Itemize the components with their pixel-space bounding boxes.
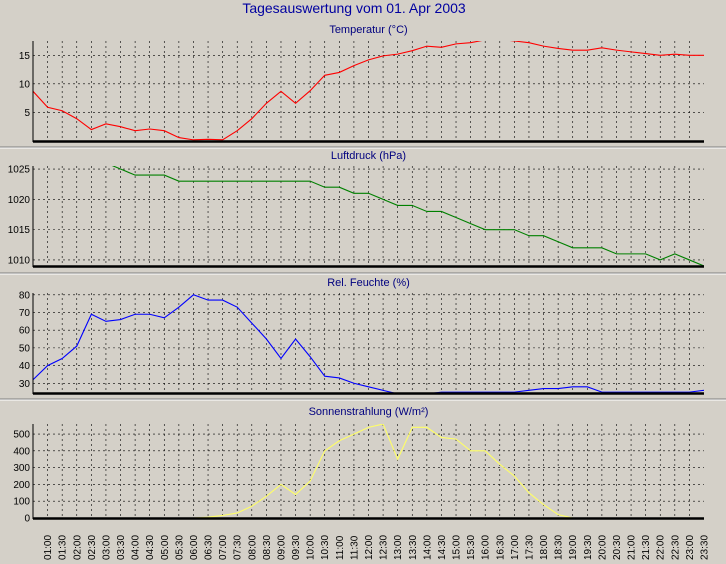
panel-title: Temperatur (°C)	[329, 24, 407, 36]
x-tick-label: 21:30	[641, 535, 652, 560]
x-tick-label: 18:30	[554, 535, 565, 560]
x-tick-label: 03:00	[101, 535, 112, 560]
x-tick-label: 13:30	[408, 535, 419, 560]
chart-panel-2: Luftdruck (hPa) 1010 1015 1020 1025	[8, 150, 704, 268]
x-tick-label: 05:30	[174, 535, 185, 560]
data-series-line	[111, 166, 704, 266]
x-tick-label: 15:30	[466, 535, 477, 560]
x-tick-label: 05:00	[160, 535, 171, 560]
y-tick-label: 1025	[8, 165, 31, 176]
x-tick-label: 23:30	[700, 535, 711, 560]
y-tick-label: 60	[19, 326, 31, 337]
x-tick-label: 07:30	[233, 535, 244, 560]
x-tick-label: 06:00	[189, 535, 200, 560]
x-tick-label: 16:30	[495, 535, 506, 560]
x-tick-label: 04:00	[131, 535, 142, 560]
panel-title: Rel. Feuchte (%)	[327, 277, 410, 289]
x-tick-label: 15:00	[452, 535, 463, 560]
x-tick-label: 09:00	[276, 535, 287, 560]
y-tick-label: 0	[24, 514, 30, 525]
y-tick-label: 200	[13, 480, 30, 491]
chart-panel-1: Temperatur (°C) 5 10 15	[19, 24, 704, 143]
x-tick-label: 04:30	[145, 535, 156, 560]
x-tick-label: 02:00	[72, 535, 83, 560]
y-tick-label: 80	[19, 290, 31, 301]
x-tick-label: 20:30	[612, 535, 623, 560]
x-tick-label: 22:00	[656, 535, 667, 560]
x-axis-labels: 01:00 01:30 02:00 02:30 03:00 03:30 04:00 04:30…	[43, 535, 710, 560]
y-tick-label: 1015	[8, 225, 31, 236]
x-tick-label: 03:30	[116, 535, 127, 560]
x-tick-label: 17:00	[510, 535, 521, 560]
x-tick-label: 01:00	[43, 535, 54, 560]
x-tick-label: 16:00	[481, 535, 492, 560]
x-tick-label: 21:00	[627, 535, 638, 560]
data-series-line	[33, 294, 704, 393]
y-tick-label: 50	[19, 343, 31, 354]
x-tick-label: 12:30	[379, 535, 390, 560]
x-tick-label: 13:00	[393, 535, 404, 560]
panel-title: Sonnenstrahlung (W/m²)	[309, 406, 429, 418]
y-tick-label: 10	[19, 79, 31, 90]
x-tick-label: 19:30	[583, 535, 594, 560]
y-tick-label: 1020	[8, 195, 31, 206]
x-tick-label: 10:00	[306, 535, 317, 560]
x-tick-label: 07:00	[218, 535, 229, 560]
x-tick-label: 02:30	[87, 535, 98, 560]
x-tick-label: 06:30	[204, 535, 215, 560]
chart-panel-3: Rel. Feuchte (%) 30 40 50 60 70 80	[19, 277, 704, 395]
x-tick-label: 01:30	[58, 535, 69, 560]
x-tick-label: 14:30	[437, 535, 448, 560]
x-tick-label: 09:30	[291, 535, 302, 560]
x-tick-label: 08:30	[262, 535, 273, 560]
y-tick-label: 40	[19, 361, 31, 372]
x-tick-label: 23:00	[685, 535, 696, 560]
y-tick-label: 5	[24, 108, 30, 119]
y-tick-label: 400	[13, 446, 30, 457]
data-series-line	[33, 424, 704, 518]
x-tick-label: 11:00	[335, 535, 346, 560]
x-tick-label: 17:30	[524, 535, 535, 560]
x-tick-label: 12:00	[364, 535, 375, 560]
x-tick-label: 10:30	[320, 535, 331, 560]
panel-title: Luftdruck (hPa)	[331, 150, 406, 162]
x-tick-label: 19:00	[568, 535, 579, 560]
report-title: Tagesauswertung vom 01. Apr 2003	[242, 0, 466, 16]
x-tick-label: 08:00	[247, 535, 258, 560]
chart-panel-4: Sonnenstrahlung (W/m²) 0 100 200 300 400 500	[13, 406, 704, 525]
x-tick-label: 14:00	[422, 535, 433, 560]
x-tick-label: 20:00	[597, 535, 608, 560]
x-tick-label: 18:00	[539, 535, 550, 560]
y-tick-label: 300	[13, 463, 30, 474]
y-tick-label: 15	[19, 51, 31, 62]
y-tick-label: 30	[19, 379, 31, 390]
y-tick-label: 100	[13, 497, 30, 508]
data-series-line	[33, 41, 704, 141]
y-tick-label: 500	[13, 430, 30, 441]
x-tick-label: 11:30	[349, 535, 360, 560]
y-tick-label: 1010	[8, 255, 31, 266]
y-tick-label: 70	[19, 308, 31, 319]
x-tick-label: 22:30	[670, 535, 681, 560]
